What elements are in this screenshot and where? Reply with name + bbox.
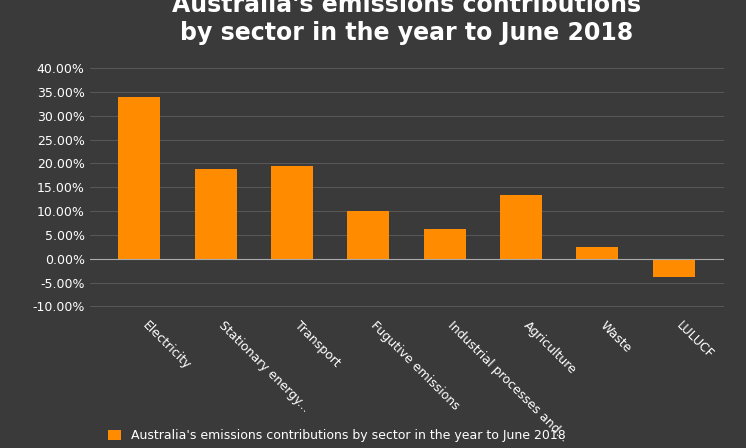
Bar — [271, 166, 313, 259]
Bar — [424, 229, 466, 259]
Legend: Australia's emissions contributions by sector in the year to June 2018: Australia's emissions contributions by s… — [108, 430, 565, 443]
Bar — [577, 247, 618, 259]
Bar — [653, 259, 695, 277]
Bar — [119, 97, 160, 259]
Bar — [348, 211, 389, 259]
Bar — [500, 195, 542, 259]
Title: Australia's emissions contributions
by sector in the year to June 2018: Australia's emissions contributions by s… — [172, 0, 641, 45]
Bar — [195, 168, 236, 259]
